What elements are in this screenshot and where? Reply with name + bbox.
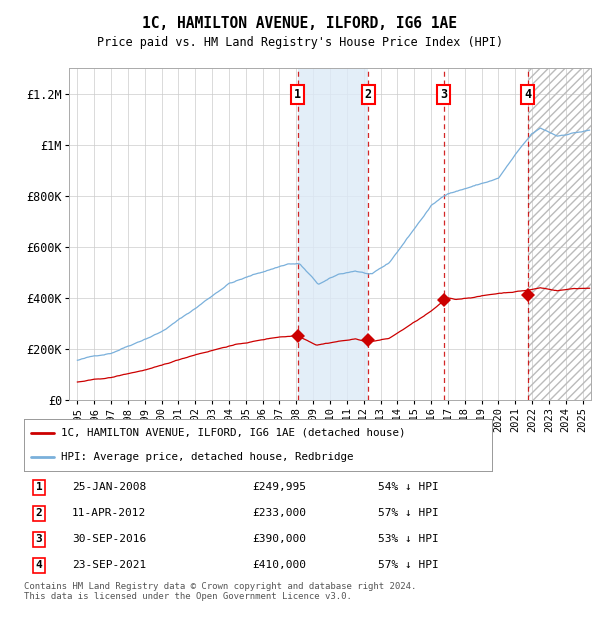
Text: £249,995: £249,995 bbox=[252, 482, 306, 492]
Text: 3: 3 bbox=[35, 534, 43, 544]
Text: 4: 4 bbox=[524, 88, 531, 101]
Text: 57% ↓ HPI: 57% ↓ HPI bbox=[378, 560, 439, 570]
Text: 1: 1 bbox=[35, 482, 43, 492]
Text: HPI: Average price, detached house, Redbridge: HPI: Average price, detached house, Redb… bbox=[61, 452, 354, 462]
Text: 30-SEP-2016: 30-SEP-2016 bbox=[72, 534, 146, 544]
Text: 2: 2 bbox=[35, 508, 43, 518]
Text: 53% ↓ HPI: 53% ↓ HPI bbox=[378, 534, 439, 544]
Text: 2: 2 bbox=[365, 88, 372, 101]
Text: 11-APR-2012: 11-APR-2012 bbox=[72, 508, 146, 518]
Text: 4: 4 bbox=[35, 560, 43, 570]
Text: £410,000: £410,000 bbox=[252, 560, 306, 570]
Text: Price paid vs. HM Land Registry's House Price Index (HPI): Price paid vs. HM Land Registry's House … bbox=[97, 36, 503, 49]
Text: 54% ↓ HPI: 54% ↓ HPI bbox=[378, 482, 439, 492]
Text: 3: 3 bbox=[440, 88, 447, 101]
Text: Contains HM Land Registry data © Crown copyright and database right 2024.
This d: Contains HM Land Registry data © Crown c… bbox=[24, 582, 416, 601]
Text: 1C, HAMILTON AVENUE, ILFORD, IG6 1AE (detached house): 1C, HAMILTON AVENUE, ILFORD, IG6 1AE (de… bbox=[61, 428, 406, 438]
Text: 1C, HAMILTON AVENUE, ILFORD, IG6 1AE: 1C, HAMILTON AVENUE, ILFORD, IG6 1AE bbox=[143, 16, 458, 30]
Text: £233,000: £233,000 bbox=[252, 508, 306, 518]
Text: 57% ↓ HPI: 57% ↓ HPI bbox=[378, 508, 439, 518]
Text: 1: 1 bbox=[294, 88, 301, 101]
Text: £390,000: £390,000 bbox=[252, 534, 306, 544]
Bar bbox=[298, 68, 368, 400]
Text: 23-SEP-2021: 23-SEP-2021 bbox=[72, 560, 146, 570]
Bar bbox=[527, 68, 591, 400]
Text: 25-JAN-2008: 25-JAN-2008 bbox=[72, 482, 146, 492]
